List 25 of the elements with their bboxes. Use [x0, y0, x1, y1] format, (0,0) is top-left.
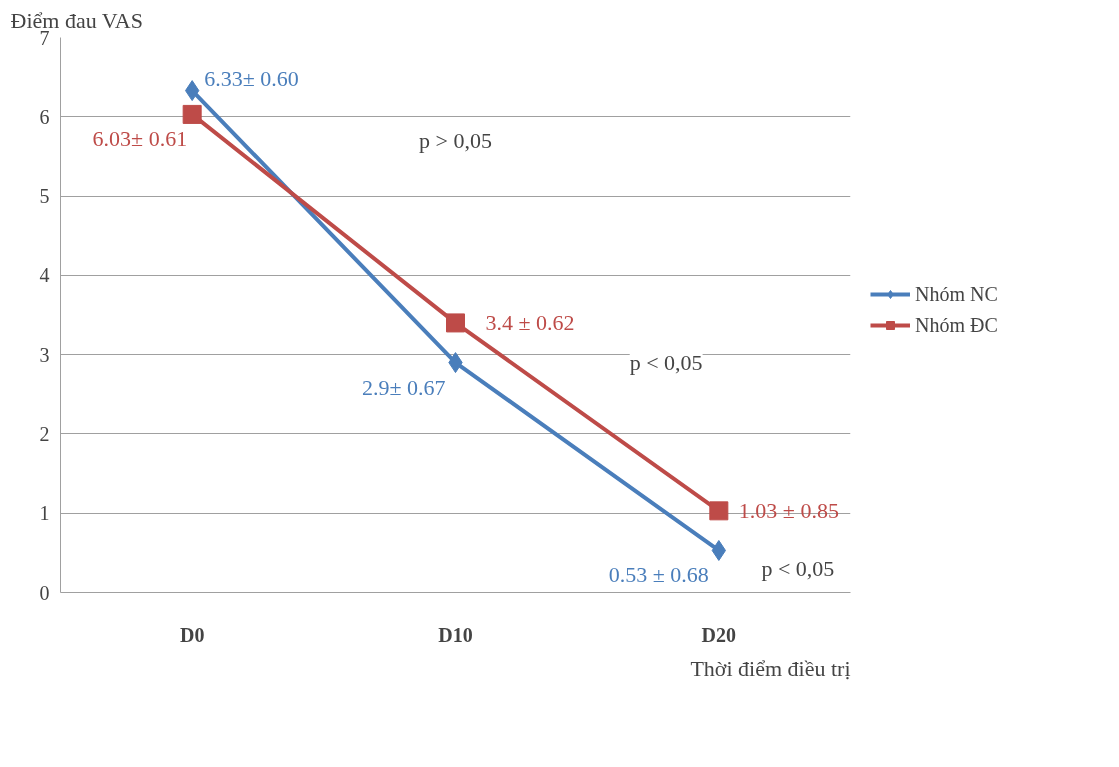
- point: [446, 313, 465, 333]
- y-tick-label: 6: [39, 105, 50, 128]
- data-label: 0.53 ± 0.68: [608, 562, 709, 588]
- x-tick-label: D10: [438, 623, 473, 646]
- point: [709, 501, 729, 521]
- annotation: p > 0,05: [419, 128, 492, 154]
- data-label: 6.03± 0.61: [92, 126, 188, 152]
- annotation: p < 0,05: [629, 350, 703, 376]
- annotation: p < 0,05: [761, 556, 835, 582]
- y-tick-label: 3: [39, 343, 50, 366]
- legend-label: Nhóm ĐC: [915, 313, 998, 337]
- x-tick-label: D0: [179, 623, 205, 646]
- x-axis-title: Thời điểm điều trị: [690, 655, 851, 681]
- data-label: 1.03 ± 0.85: [738, 498, 839, 524]
- x-tick-label: D20: [701, 623, 737, 646]
- point: [182, 104, 202, 124]
- y-tick-label: 0: [39, 581, 50, 604]
- y-tick-label: 2: [39, 422, 50, 445]
- y-tick-label: 4: [39, 264, 50, 287]
- y-tick-label: 1: [39, 502, 50, 525]
- data-label: 6.33± 0.60: [204, 65, 299, 91]
- data-label: 3.4 ± 0.62: [485, 310, 575, 336]
- data-label: 2.9± 0.67: [361, 374, 446, 400]
- y-tick-label: 5: [39, 185, 50, 208]
- legend-label: Nhóm NC: [915, 282, 998, 306]
